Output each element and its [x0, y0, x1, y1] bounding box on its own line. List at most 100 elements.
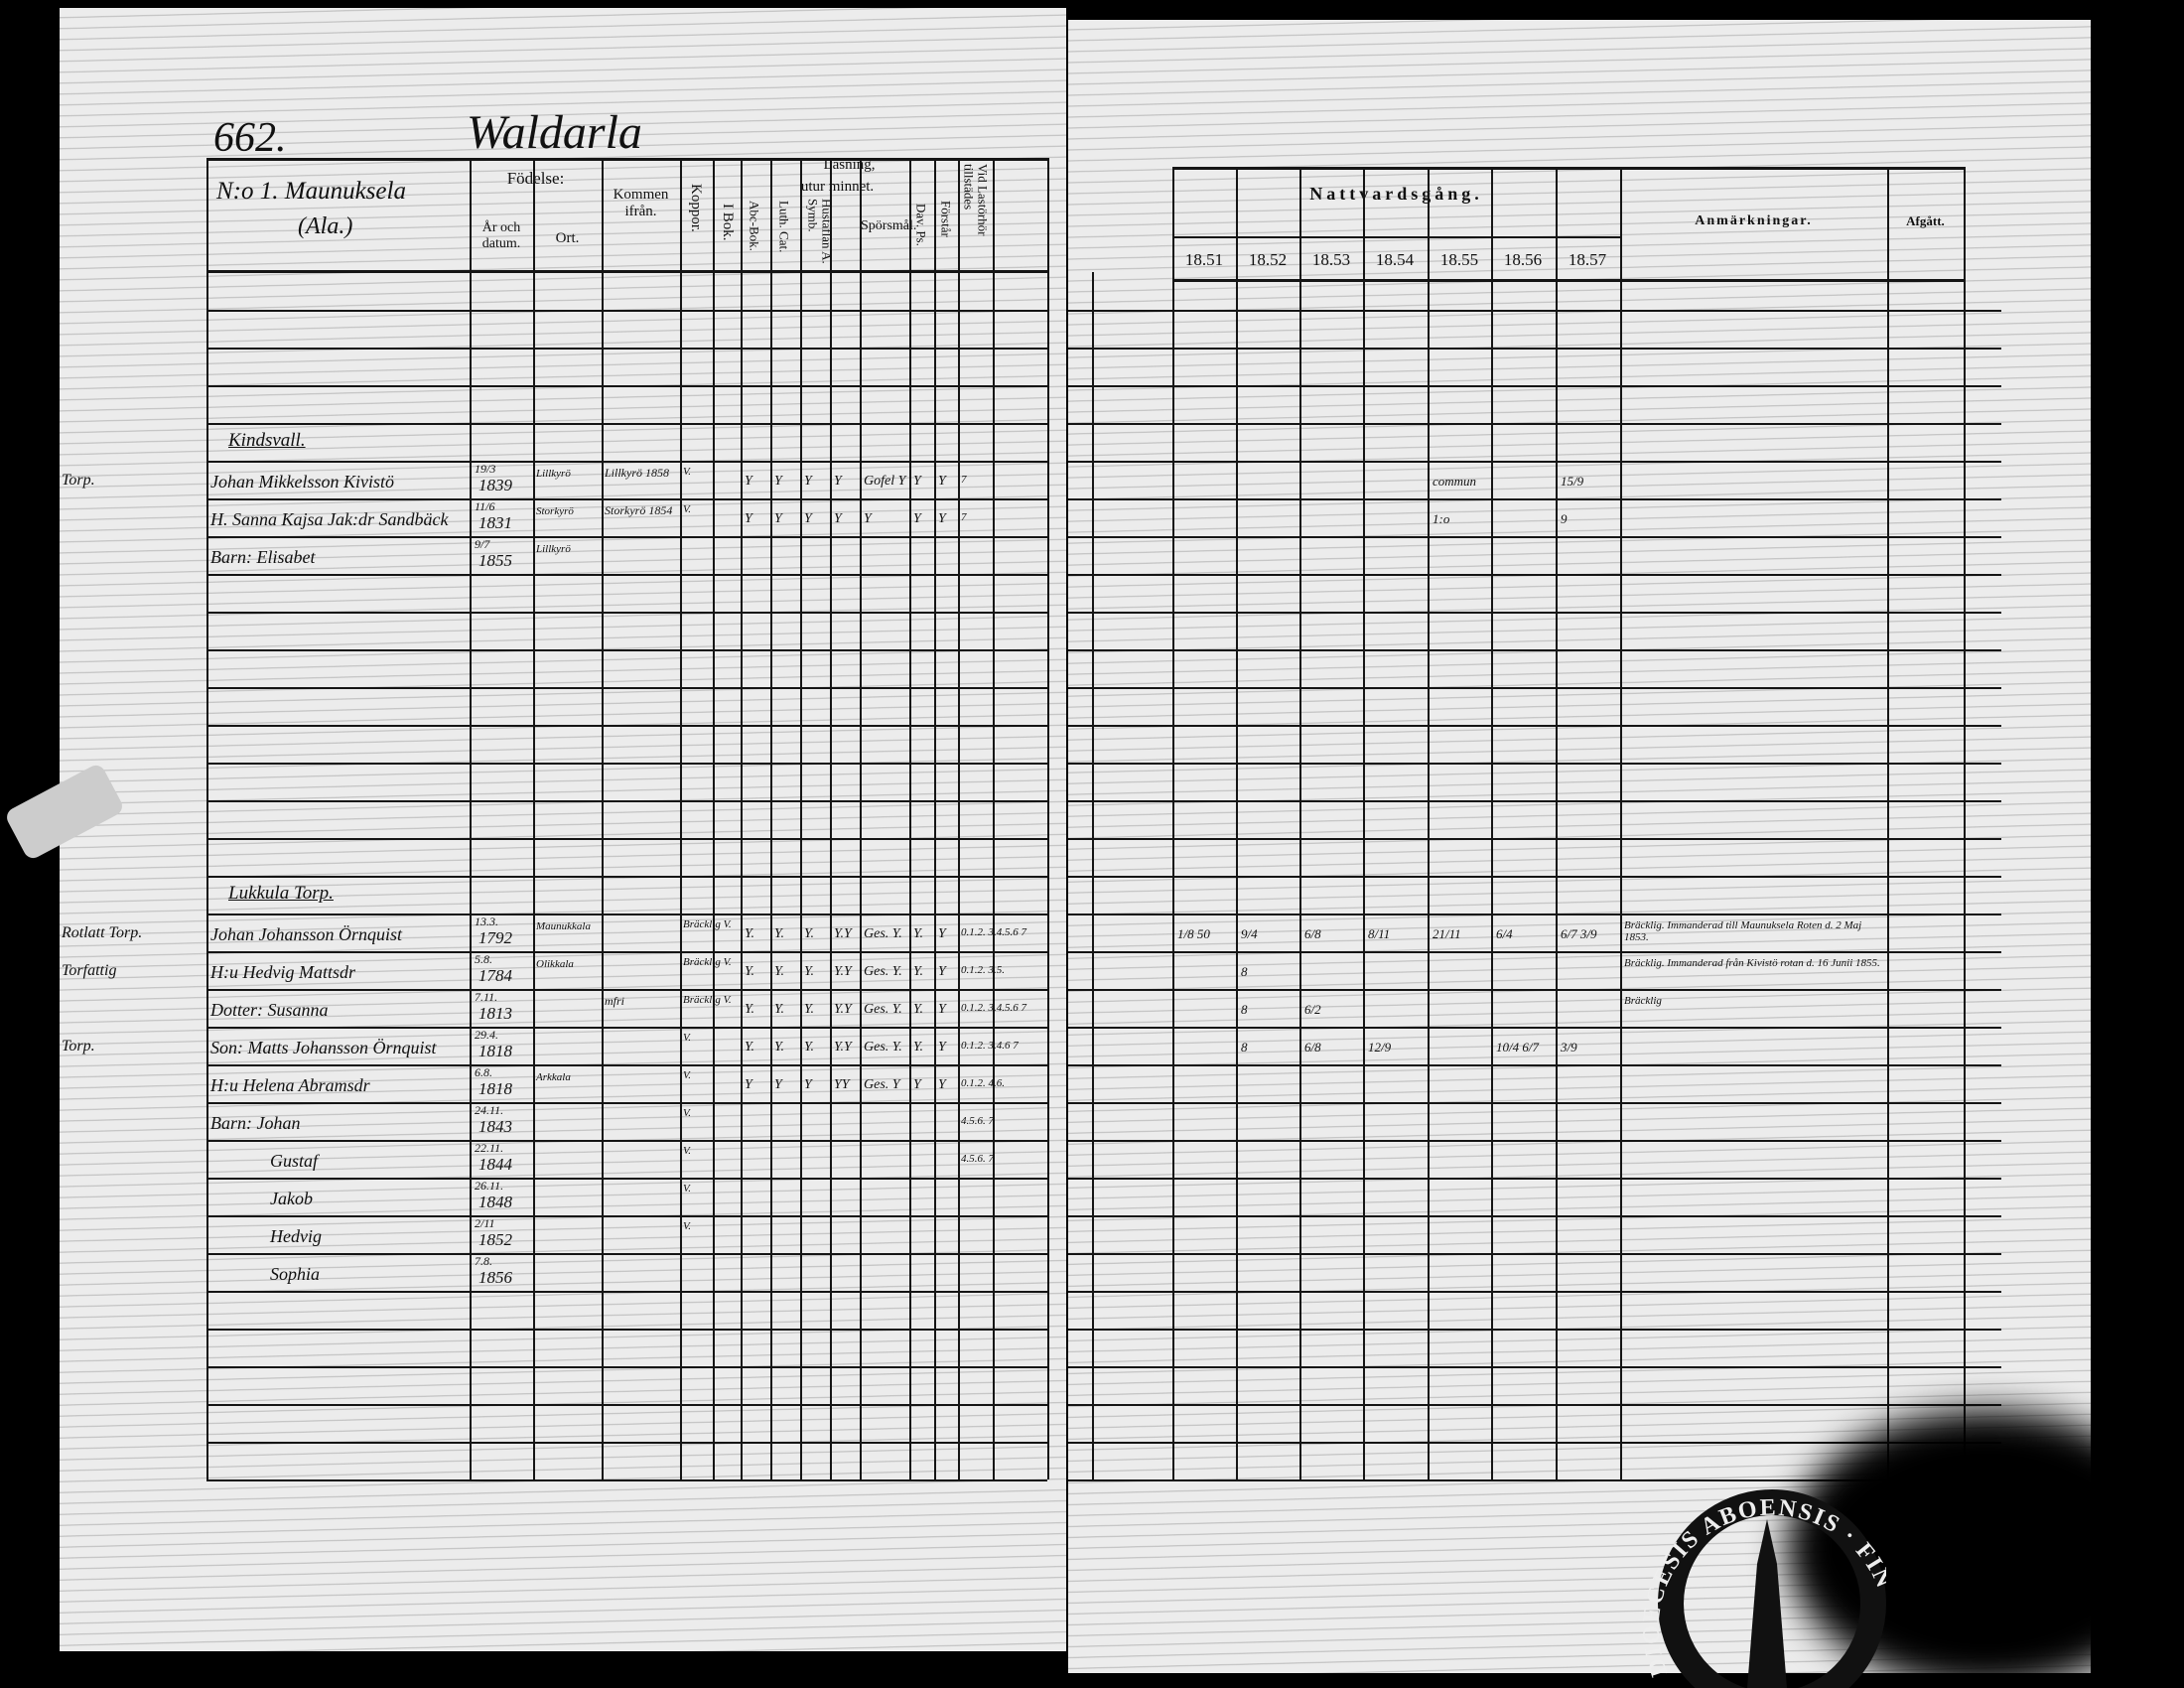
margin-note: Rotlatt Torp.: [62, 924, 143, 941]
header-rule: [1172, 279, 1964, 282]
birth-year: 1818: [478, 1079, 512, 1098]
reading-mark: Y: [745, 511, 752, 526]
row-rule: [206, 1479, 1047, 1481]
reading-mark: Y.: [804, 1040, 815, 1055]
koppor-mark: V.: [683, 1032, 692, 1044]
column-rule: [206, 158, 208, 1479]
row-rule: [206, 1178, 1047, 1180]
birth-year: 1852: [478, 1230, 512, 1249]
lasforhor-mark: 0.1.2. 4.6.: [961, 1077, 1005, 1089]
row-rule: [1068, 1064, 2001, 1066]
reading-mark: Y: [938, 1077, 946, 1092]
header-rule: [206, 158, 1047, 161]
col-kommen-ifran: Kommen ifrån.: [613, 187, 669, 219]
communion-mark: 21/11: [1433, 926, 1461, 941]
communion-mark: 8/11: [1368, 926, 1391, 941]
left-page: [52, 8, 1066, 1651]
col-ort: Ort.: [555, 230, 580, 246]
birth-day-month: 26.11.: [475, 1179, 504, 1193]
row-rule: [206, 1215, 1047, 1217]
birth-day-month: 13.3.: [475, 914, 498, 928]
col-ar-och-datum: År och datum.: [481, 220, 521, 251]
row-rule: [1068, 725, 2001, 727]
row-rule: [206, 1140, 1047, 1142]
birth-year: 1855: [478, 551, 512, 570]
came-from: Lillkyrö 1858: [605, 466, 669, 480]
reading-mark: Y: [938, 964, 946, 979]
communion-mark: 1/8 50: [1177, 926, 1210, 941]
birth-year: 1844: [478, 1155, 512, 1174]
year-header: 18.51: [1184, 250, 1224, 269]
birth-day-month: 19/3: [475, 462, 496, 476]
margin-note: Torp.: [62, 472, 95, 489]
col-anmarkningar: Anmärkningar.: [1695, 213, 1813, 228]
column-rule: [1047, 158, 1049, 1479]
birth-place: Storkyrö: [536, 505, 574, 517]
column-rule: [1964, 167, 1966, 1479]
row-rule: [206, 725, 1047, 727]
row-rule: [206, 348, 1047, 350]
birth-place: Arkkala: [536, 1071, 571, 1083]
birth-year: 1784: [478, 966, 512, 985]
column-rule: [860, 158, 862, 1479]
year-header: 18.56: [1503, 250, 1543, 269]
reading-mark: Y: [774, 474, 782, 489]
reading-mark: Y.Y: [834, 964, 852, 979]
row-rule: [1068, 310, 2001, 312]
row-rule: [206, 1329, 1047, 1331]
reading-mark: Y: [913, 1077, 921, 1092]
reading-mark: Y: [745, 474, 752, 489]
birth-day-month: 2/11: [475, 1216, 495, 1230]
koppor-mark: V.: [683, 1220, 692, 1232]
person-name: H:u Hedvig Mattsdr: [210, 962, 355, 982]
communion-mark: 8: [1241, 1040, 1248, 1055]
column-rule: [770, 158, 772, 1479]
reading-mark: Y: [774, 1077, 782, 1092]
row-rule: [1068, 763, 2001, 765]
reading-mark: Y.: [774, 964, 785, 979]
row-rule: [1068, 1404, 2001, 1406]
column-rule: [909, 158, 911, 1479]
column-rule: [741, 158, 743, 1479]
column-rule: [1491, 167, 1493, 1479]
col-dav-ps: Dav. Ps.: [913, 204, 929, 246]
row-rule: [206, 1291, 1047, 1293]
birth-year: 1818: [478, 1042, 512, 1060]
reading-mark: YY: [834, 1077, 850, 1092]
reading-mark: Y.: [804, 1002, 815, 1017]
reading-mark: Y.: [745, 1002, 755, 1017]
reading-mark: Ges. Y.: [864, 1040, 902, 1055]
birth-year: 1831: [478, 513, 512, 532]
row-rule: [206, 1253, 1047, 1255]
col-abc-bok: Abc-Bok.: [747, 201, 762, 251]
reading-mark: Y.: [745, 926, 755, 941]
communion-mark: 8: [1241, 1002, 1248, 1017]
reading-mark: Ges. Y.: [864, 1002, 902, 1017]
row-rule: [206, 612, 1047, 614]
communion-mark: 6/2: [1304, 1002, 1321, 1017]
row-rule: [1068, 423, 2001, 425]
reading-mark: Y: [913, 474, 921, 489]
communion-mark: 6/8: [1304, 926, 1321, 941]
row-rule: [206, 1064, 1047, 1066]
row-rule: [206, 536, 1047, 538]
row-rule: [1068, 1027, 2001, 1029]
birth-day-month: 7.8.: [475, 1254, 492, 1268]
row-rule: [206, 310, 1047, 312]
birth-place: Lillkyrö: [536, 543, 571, 555]
row-rule: [206, 461, 1047, 463]
reading-mark: Y: [804, 511, 812, 526]
column-rule: [993, 158, 995, 1479]
row-rule: [206, 838, 1047, 840]
reading-mark: Y: [804, 1077, 812, 1092]
person-name: H. Sanna Kajsa Jak:dr Sandbäck: [210, 509, 449, 529]
row-rule: [1068, 385, 2001, 387]
margin-note: Torfattig: [62, 962, 117, 979]
person-name: Barn: Elisabet: [210, 547, 316, 567]
col-koppor: Koppor.: [687, 184, 704, 232]
reading-mark: Y: [938, 1040, 946, 1055]
column-rule: [1236, 167, 1238, 1479]
reading-mark: Y: [913, 511, 921, 526]
reading-mark: Y.Y: [834, 926, 852, 941]
col-fodelse: Födelse:: [506, 169, 565, 188]
